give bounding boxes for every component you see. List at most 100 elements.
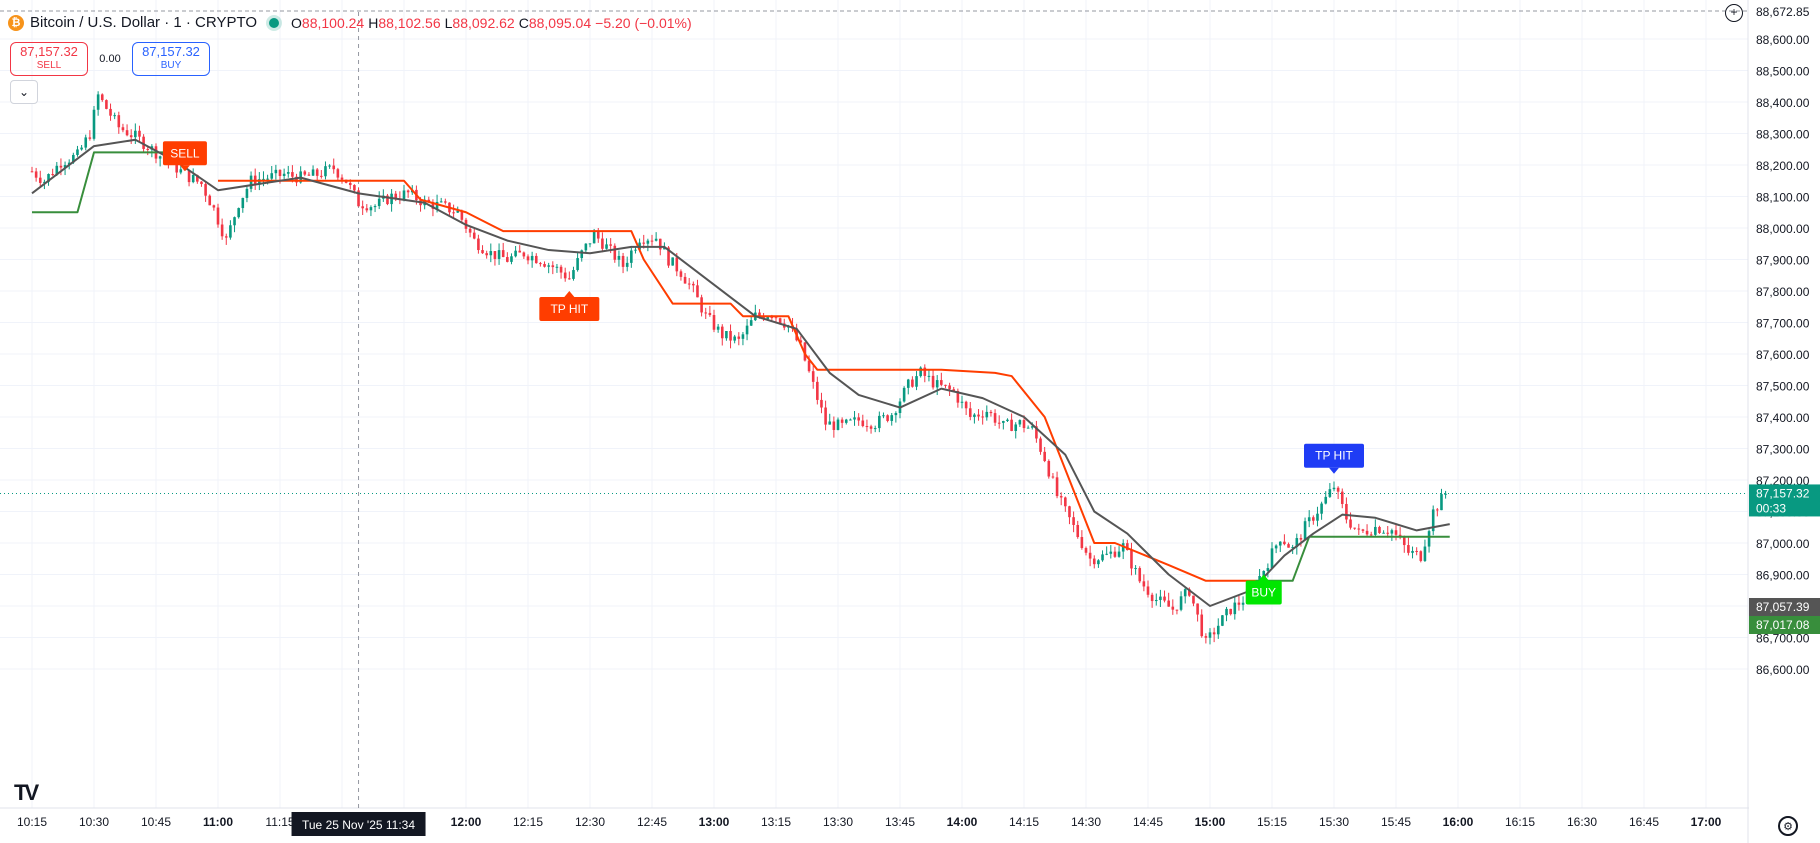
candle-body [671,257,674,266]
candle-body [311,169,315,176]
tradingview-logo-icon: TV [14,780,39,805]
candle-body [1349,519,1352,528]
sell-button[interactable]: 87,157.32 SELL [10,42,88,76]
candle-body [510,256,513,262]
candle-body [770,317,774,319]
candle-body [989,411,993,414]
time-axis-label: 11:15 [265,815,294,829]
candle-body [758,312,761,316]
time-axis-label: 14:45 [1133,815,1163,829]
candle-body [927,375,931,377]
candle-body [241,197,245,209]
add-icon[interactable]: + [1725,4,1743,22]
candle-body [935,380,939,388]
candle-body [663,247,666,250]
candle-body [1059,496,1063,498]
candle-body [1270,548,1274,569]
moving-average-line [31,138,1450,607]
candle-body [96,94,100,110]
price-axis-label: 86,900.00 [1756,569,1810,583]
time-axis-label: 11:00 [203,815,233,829]
candle-body [580,250,584,259]
price-badge-bg [1749,484,1820,517]
candle-body [435,201,439,209]
candle-body [258,179,261,185]
candle-body [109,108,112,116]
trailing-stop-up-line [32,151,177,214]
svg-text:SELL: SELL [170,146,200,160]
symbol-title[interactable]: Bitcoin / U.S. Dollar · 1 · CRYPTO [30,14,258,31]
candle-body [514,250,517,257]
candle-body [158,156,162,159]
candle-body [88,137,92,139]
time-axis-label: 17:00 [1691,815,1722,829]
candle-body [1415,550,1418,552]
candle-body [1225,608,1228,616]
candle-body [1411,550,1414,553]
candle-body [878,415,881,429]
candle-body [497,250,501,259]
candle-body [650,240,654,242]
candle-body [1109,551,1113,554]
buy-label: BUY [160,60,182,71]
candle-body [940,380,943,385]
candle-body [249,175,253,189]
candle-body [1014,424,1018,431]
candle-body [931,375,935,388]
candle-body [749,320,753,326]
candle-body [923,367,927,376]
candle-body [266,178,269,180]
candle-body [1278,541,1282,546]
candle-body [816,381,819,400]
candle-body [55,165,59,175]
low-label: L [444,14,453,31]
candle-body [303,171,307,175]
settings-icon[interactable]: ⚙ [1778,816,1798,836]
candle-body [196,175,199,182]
candle-body [501,250,505,258]
candle-body [1307,517,1311,522]
price-axis-label: 88,300.00 [1756,128,1810,142]
time-axis-label: 15:45 [1381,815,1411,829]
candle-body [204,184,207,196]
candle-body [1126,543,1129,551]
candle-body [1183,589,1187,597]
high-value: 88,102.56 [378,14,441,31]
candle-body [1072,517,1075,525]
candle-body [1030,426,1034,428]
collapse-legend-button[interactable]: ⌄ [10,80,38,104]
candle-body [911,379,914,387]
candle-body [1241,602,1245,605]
candle-body [1188,589,1191,596]
candle-body [1088,552,1092,559]
candle-body [324,166,327,177]
candle-body [857,417,860,421]
candle-body [840,419,844,423]
time-axis-label: 10:45 [141,815,171,829]
candle-body [84,137,88,148]
price-axis-label: 87,400.00 [1756,411,1810,425]
candle-body [43,181,46,183]
svg-text:TP HIT: TP HIT [550,302,588,316]
candle-body [1101,554,1104,561]
candle-body [113,115,116,117]
candle-body [386,195,389,205]
candle-body [179,169,183,173]
price-badge-label: 87,157.32 [1756,486,1810,500]
candle-body [778,318,782,324]
price-axis-bg [1749,0,1820,843]
crosshair-date-label: Tue 25 Nov '25 11:34 [302,818,415,832]
price-badge-bg [1749,616,1820,634]
candle-body [237,208,240,218]
candle-body [1035,426,1038,439]
candle-body [720,326,724,339]
candle-body [444,201,447,203]
price-axis-label: 88,500.00 [1756,65,1810,79]
candle-body [882,415,885,417]
candle-body [1436,509,1439,511]
candle-body [964,401,968,409]
candle-body [377,198,381,207]
sell-price: 87,157.32 [20,44,78,59]
buy-button[interactable]: 87,157.32 BUY [132,42,210,76]
